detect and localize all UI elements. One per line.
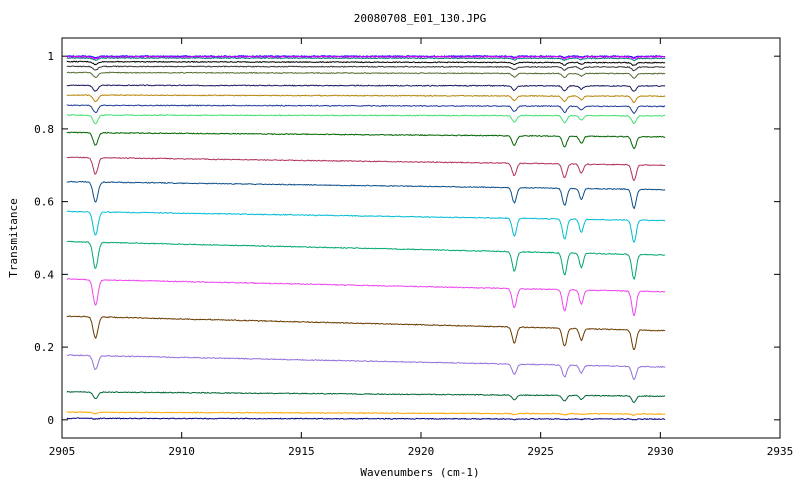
spectrum-line: [66, 417, 666, 421]
y-tick-label: 1: [47, 50, 54, 63]
x-tick-label: 2920: [408, 445, 435, 458]
x-tick-label: 2910: [168, 445, 195, 458]
plot-frame: [61, 37, 781, 439]
spectrum-line: [66, 65, 666, 72]
y-tick-label: 0.6: [34, 196, 54, 209]
spectrum-line: [66, 156, 666, 181]
y-tick-label: 0.2: [34, 341, 54, 354]
spectrum-line: [66, 240, 666, 280]
axis-ticks: 2905 2910 2915 2920 2925 2930 2935 0 0.2 0.4 0.6 0.…: [34, 38, 793, 458]
spectrum-line: [66, 54, 666, 59]
spectrum-line: [66, 55, 666, 60]
spectrum-line: [66, 354, 666, 381]
x-tick-label: 2925: [527, 445, 554, 458]
series-group: [66, 54, 666, 421]
spectrum-line: [66, 210, 666, 243]
spectrum-line: [66, 315, 666, 351]
spectrum-line: [66, 390, 666, 403]
spectrum-line: [66, 104, 666, 114]
spectrum-line: [66, 71, 666, 79]
spectrum-line: [66, 131, 666, 150]
x-tick-label: 2905: [49, 445, 76, 458]
spectrum-line: [66, 94, 666, 104]
spectrum-line: [66, 180, 666, 210]
spectrum-line: [66, 84, 666, 92]
spectrum-line: [66, 278, 666, 317]
x-tick-label: 2915: [288, 445, 315, 458]
y-tick-label: 0: [47, 414, 54, 427]
y-tick-label: 0.4: [34, 268, 54, 281]
spectrum-line: [66, 411, 666, 416]
x-tick-label: 2930: [647, 445, 674, 458]
chart-title: 20080708_E01_130.JPG: [354, 12, 486, 25]
spectrum-line: [66, 56, 666, 62]
x-axis-label: Wavenumbers (cm-1): [360, 466, 479, 479]
spectrum-line: [66, 114, 666, 125]
y-tick-label: 0.8: [34, 123, 54, 136]
y-axis-label: Transmitance: [7, 198, 20, 277]
spectrum-line: [66, 60, 666, 67]
x-tick-label: 2935: [767, 445, 794, 458]
